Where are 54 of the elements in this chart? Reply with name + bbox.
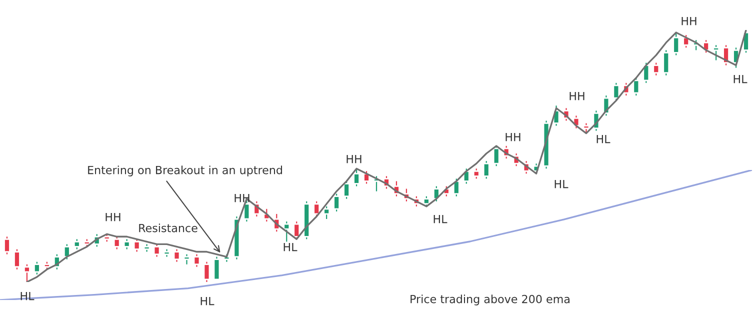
annotation: HL bbox=[200, 296, 214, 306]
candlestick bbox=[283, 220, 290, 242]
annotation: HH bbox=[106, 212, 120, 222]
candlestick bbox=[323, 206, 330, 220]
candlestick bbox=[203, 261, 210, 282]
candlestick bbox=[712, 44, 720, 61]
candlestick bbox=[452, 178, 460, 197]
candlestick bbox=[153, 244, 160, 258]
text: HH bbox=[682, 16, 696, 26]
candlestick bbox=[4, 236, 10, 255]
candlestick bbox=[363, 170, 370, 184]
annotation: HL bbox=[554, 180, 568, 188]
candlestick bbox=[193, 254, 200, 268]
candlestick bbox=[213, 256, 220, 280]
candlestick bbox=[662, 50, 670, 76]
candlestick bbox=[333, 193, 340, 212]
candlestick bbox=[612, 82, 620, 102]
annotation: Price trading above 200 ema bbox=[410, 294, 570, 306]
annotation: HL bbox=[434, 214, 448, 224]
candlestick bbox=[113, 236, 120, 250]
candlestick bbox=[672, 32, 680, 56]
annotation: HL bbox=[596, 134, 610, 144]
candlestick bbox=[472, 168, 480, 180]
candlestick bbox=[492, 145, 500, 167]
candlestick bbox=[343, 180, 350, 200]
candlestick bbox=[482, 160, 490, 180]
candlestick bbox=[293, 220, 300, 240]
candlestick bbox=[14, 248, 20, 270]
candlestick bbox=[422, 196, 430, 207]
candlestick bbox=[652, 62, 660, 76]
candlestick bbox=[642, 62, 650, 84]
annotation: Resistance bbox=[139, 224, 198, 232]
candlestick bbox=[63, 244, 70, 260]
annotation: HH bbox=[346, 154, 362, 164]
candlestick bbox=[34, 261, 40, 275]
annotation: HL bbox=[20, 292, 34, 300]
annotation: HH bbox=[506, 132, 520, 142]
candlestick bbox=[462, 168, 470, 184]
candlestick bbox=[73, 238, 80, 250]
candlestick bbox=[582, 122, 590, 134]
candlestick bbox=[133, 238, 140, 252]
annotation: HH bbox=[234, 194, 250, 202]
candlestick bbox=[632, 77, 640, 96]
annotation: Entering on Breakout in an uptrend bbox=[88, 166, 282, 176]
candlestick bbox=[183, 254, 190, 265]
candlestick bbox=[353, 168, 360, 187]
candlestick bbox=[123, 238, 130, 250]
annotation: HL bbox=[734, 74, 748, 84]
annotation: HH bbox=[570, 92, 584, 100]
annotation: HL bbox=[284, 242, 298, 252]
candlestick bbox=[173, 248, 180, 262]
candlestick bbox=[24, 264, 30, 282]
candlestick bbox=[313, 200, 320, 218]
candlestick bbox=[432, 186, 440, 202]
